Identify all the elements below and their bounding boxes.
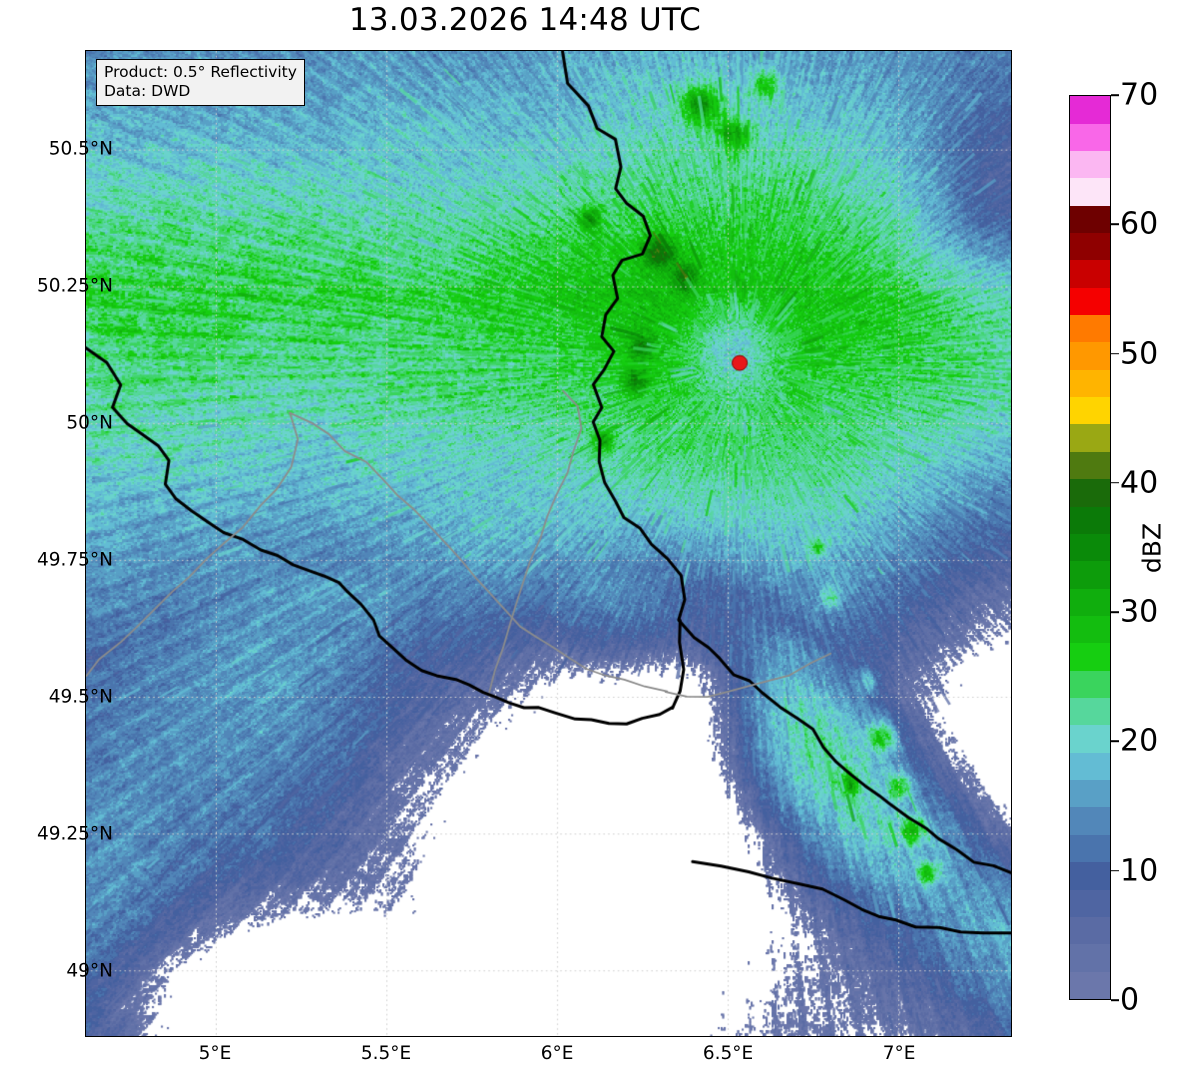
colorbar-band xyxy=(1070,698,1110,726)
latitude-tick-label: 49.5°N xyxy=(48,686,113,708)
colorbar-band xyxy=(1070,834,1110,863)
colorbar-band xyxy=(1070,752,1110,781)
colorbar-band xyxy=(1070,178,1110,206)
colorbar-band xyxy=(1070,561,1110,589)
colorbar-band xyxy=(1070,369,1110,398)
colorbar-tick-label: 20 xyxy=(1120,723,1159,759)
colorbar-band xyxy=(1070,315,1110,343)
colorbar-tick-mark xyxy=(1111,869,1119,872)
latitude-tick-label: 50.5°N xyxy=(48,138,113,160)
colorbar-band xyxy=(1070,232,1110,261)
colorbar-tick-mark xyxy=(1111,611,1119,613)
colorbar-tick-mark xyxy=(1111,482,1119,484)
colorbar-tick-mark xyxy=(1111,94,1119,96)
page-title: 13.03.2026 14:48 UTC xyxy=(349,2,701,38)
colorbar-band xyxy=(1070,725,1110,753)
data-source-label: Data: DWD xyxy=(104,81,191,100)
colorbar-band xyxy=(1070,287,1110,316)
latitude-tick-label: 49.75°N xyxy=(36,549,113,571)
colorbar-tick-label: 50 xyxy=(1120,336,1159,372)
colorbar-tick-mark xyxy=(1111,223,1119,226)
colorbar-band xyxy=(1070,533,1110,562)
colorbar-band xyxy=(1070,971,1110,999)
product-info-box: Product: 0.5° Reflectivity Data: DWD xyxy=(96,59,305,106)
product-label: Product: 0.5° Reflectivity xyxy=(104,63,297,81)
colorbar-band xyxy=(1070,123,1110,151)
colorbar-tick-label: 70 xyxy=(1120,77,1159,113)
longitude-tick-label: 7°E xyxy=(882,1043,916,1064)
colorbar-band xyxy=(1070,342,1110,370)
colorbar-tick-mark xyxy=(1111,352,1119,355)
colorbar-band xyxy=(1070,889,1110,917)
colorbar-band xyxy=(1070,807,1110,835)
colorbar-band xyxy=(1070,862,1110,890)
colorbar-band xyxy=(1070,260,1110,288)
colorbar-tick-label: 0 xyxy=(1120,982,1140,1018)
colorbar-band xyxy=(1070,588,1110,616)
colorbar-tick-label: 10 xyxy=(1120,853,1159,889)
longitude-tick-label: 5°E xyxy=(198,1043,232,1064)
colorbar-band xyxy=(1070,944,1110,972)
colorbar-band xyxy=(1070,643,1110,671)
colorbar-band xyxy=(1070,506,1110,534)
latitude-tick-label: 49.25°N xyxy=(36,823,113,845)
colorbar-band xyxy=(1070,424,1110,452)
longitude-tick-label: 6°E xyxy=(540,1043,574,1064)
colorbar-axis-label: dBZ xyxy=(1137,522,1167,574)
colorbar-band xyxy=(1070,479,1110,507)
latitude-tick-label: 50°N xyxy=(66,412,113,434)
colorbar-band xyxy=(1070,780,1110,808)
radar-map-plot[interactable]: Product: 0.5° Reflectivity Data: DWD xyxy=(85,50,1012,1037)
colorbar-band xyxy=(1070,451,1110,480)
colorbar-gradient xyxy=(1069,95,1111,1000)
colorbar-tick-mark xyxy=(1111,999,1119,1001)
colorbar-tick-mark xyxy=(1111,740,1119,743)
colorbar-band xyxy=(1070,916,1110,945)
colorbar-band xyxy=(1070,397,1110,425)
colorbar-tick-label: 30 xyxy=(1120,594,1159,630)
colorbar-band xyxy=(1070,150,1110,179)
colorbar-band xyxy=(1070,615,1110,644)
longitude-tick-label: 6.5°E xyxy=(702,1043,754,1064)
map-borders-and-grid-overlay xyxy=(86,51,1011,1036)
colorbar-tick-label: 60 xyxy=(1120,206,1159,242)
colorbar-band xyxy=(1070,205,1110,233)
colorbar xyxy=(1069,95,1111,1000)
colorbar-band xyxy=(1070,96,1110,124)
colorbar-band xyxy=(1070,670,1110,699)
latitude-tick-label: 49°N xyxy=(66,960,113,982)
longitude-tick-label: 5.5°E xyxy=(360,1043,412,1064)
colorbar-tick-label: 40 xyxy=(1120,465,1159,501)
latitude-tick-label: 50.25°N xyxy=(36,275,113,297)
